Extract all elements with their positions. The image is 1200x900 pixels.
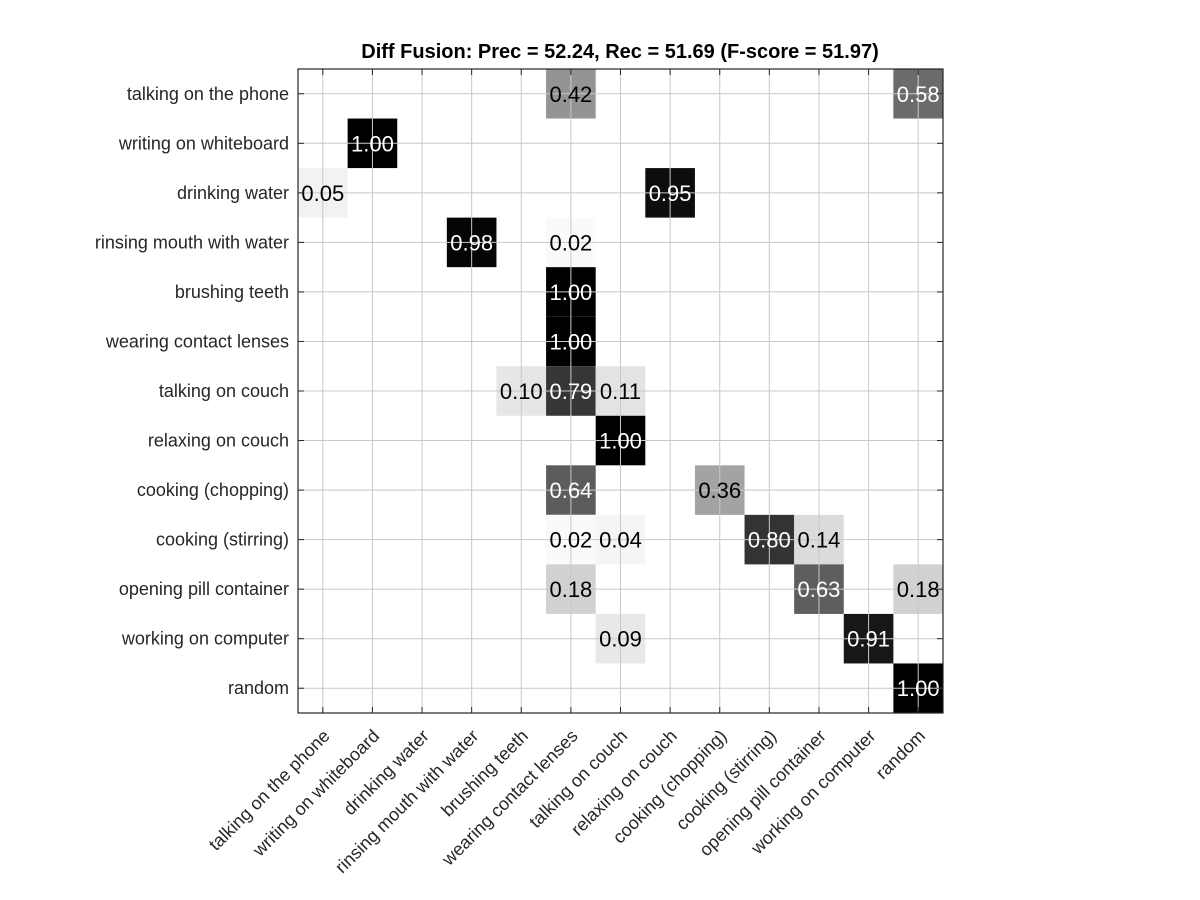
y-tick-label: brushing teeth — [175, 282, 289, 302]
x-tick-label: drinking water — [339, 726, 432, 819]
cell-value-label: 0.58 — [897, 82, 940, 107]
cell-value-label: 0.10 — [500, 379, 543, 404]
y-tick-label: wearing contact lenses — [105, 331, 289, 351]
cell-value-label: 0.04 — [599, 528, 642, 553]
cell-value-label: 0.14 — [798, 528, 841, 553]
cell-value-label: 0.02 — [549, 528, 592, 553]
cell-value-label: 0.98 — [450, 230, 493, 255]
y-tick-label: talking on couch — [159, 381, 289, 401]
chart-title: Diff Fusion: Prec = 52.24, Rec = 51.69 (… — [361, 41, 878, 63]
cell-value-label: 0.02 — [549, 230, 592, 255]
y-tick-label: cooking (stirring) — [156, 530, 289, 550]
cell-value-label: 0.95 — [649, 181, 692, 206]
cell-value-label: 0.36 — [698, 478, 741, 503]
cell-value-label: 0.91 — [847, 627, 890, 652]
y-tick-label: random — [228, 678, 289, 698]
cell-value-labels: 0.42 0.581.000.05 0.950.98 0.021.001.000.10… — [301, 82, 939, 701]
gridlines — [298, 69, 943, 713]
y-tick-labels: talking on the phone writing on whiteboar… — [95, 84, 289, 698]
cell-value-label: 0.18 — [897, 577, 940, 602]
cell-value-label: 1.00 — [549, 329, 592, 354]
cell-value-label: 0.09 — [599, 627, 642, 652]
y-tick-label: writing on whiteboard — [118, 133, 289, 153]
y-tick-label: cooking (chopping) — [137, 480, 289, 500]
cell-value-label: 0.80 — [748, 528, 791, 553]
cell-value-label: 0.64 — [549, 478, 592, 503]
cell-value-label: 0.79 — [549, 379, 592, 404]
cell-value-label: 0.18 — [549, 577, 592, 602]
y-tick-label: drinking water — [177, 183, 289, 203]
cell-value-label: 1.00 — [599, 429, 642, 454]
x-tick-label: random — [872, 726, 929, 783]
y-tick-label: working on computer — [121, 629, 289, 649]
cell-value-label: 0.05 — [301, 181, 344, 206]
cell-value-label: 1.00 — [549, 280, 592, 305]
y-tick-label: talking on the phone — [127, 84, 289, 104]
x-tick-label: brushing teeth — [437, 726, 532, 821]
y-tick-label: opening pill container — [119, 579, 289, 599]
cell-value-label: 0.63 — [798, 577, 841, 602]
cell-value-label: 0.11 — [600, 379, 641, 404]
y-tick-label: relaxing on couch — [148, 431, 289, 451]
cell-value-label: 0.42 — [549, 82, 592, 107]
cell-value-label: 1.00 — [897, 676, 940, 701]
cell-value-label: 1.00 — [351, 131, 394, 156]
axes — [297, 68, 944, 714]
y-tick-label: rinsing mouth with water — [95, 232, 289, 252]
